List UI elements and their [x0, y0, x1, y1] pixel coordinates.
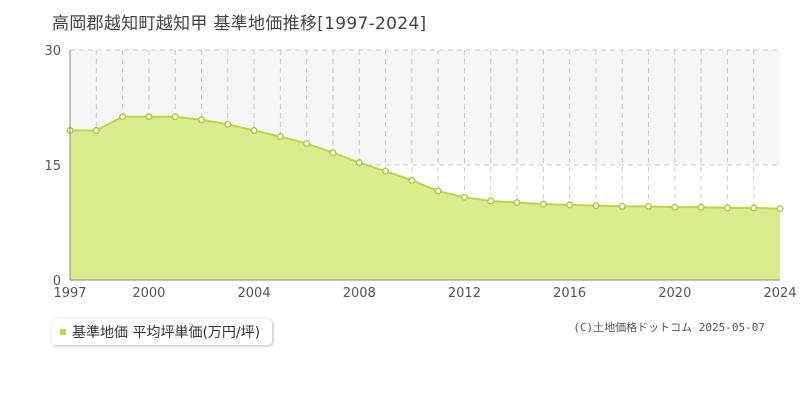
series-area	[70, 116, 780, 280]
x-tick-label: 2020	[658, 286, 691, 301]
y-tick-label: 0	[53, 274, 61, 289]
data-point	[171, 113, 179, 121]
x-tick-label: 1997	[53, 286, 86, 301]
x-tick-labels: 1997 2000 2004 2008 2012 2016 2020 2024	[53, 286, 796, 301]
y-tick-label: 30	[44, 44, 61, 59]
data-point	[303, 140, 311, 148]
data-point	[197, 116, 205, 124]
data-point	[487, 197, 495, 205]
data-point	[750, 204, 758, 212]
x-tick-label: 2024	[763, 286, 796, 301]
x-tick-label: 2012	[448, 286, 481, 301]
data-point	[513, 199, 521, 207]
x-tick-label: 2008	[343, 286, 376, 301]
copyright-credit: (C)土地価格ドットコム 2025-05-07	[573, 321, 765, 334]
x-tick-label: 2016	[553, 286, 586, 301]
data-point	[460, 193, 468, 201]
data-point	[276, 133, 284, 141]
chart-legend: 基準地価 平均坪単価(万円/坪)	[52, 319, 273, 345]
data-point	[355, 159, 363, 167]
data-point	[697, 203, 705, 211]
x-tick-label: 2000	[132, 286, 165, 301]
data-point	[250, 126, 258, 134]
data-point	[776, 205, 784, 213]
legend-label: 基準地価 平均坪単価(万円/坪)	[72, 325, 261, 341]
legend-marker	[60, 329, 66, 335]
data-point	[671, 203, 679, 211]
chart-series	[66, 113, 784, 280]
data-point	[408, 176, 416, 184]
data-point	[723, 204, 731, 212]
x-tick-label: 2004	[238, 286, 271, 301]
data-point	[382, 167, 390, 175]
data-point	[592, 202, 600, 210]
chart-title: 高岡郡越知町越知甲 基準地価推移[1997-2024]	[52, 14, 427, 34]
y-tick-labels: 0 15 30	[44, 44, 61, 289]
data-point	[329, 149, 337, 157]
series-line	[70, 115, 781, 210]
data-point	[645, 202, 653, 210]
data-point	[618, 202, 626, 210]
data-point	[92, 126, 100, 134]
data-point	[434, 187, 442, 195]
y-tick-label: 15	[44, 159, 61, 174]
data-point	[145, 113, 153, 121]
data-point	[224, 120, 232, 128]
data-point	[119, 113, 127, 121]
data-point	[539, 200, 547, 208]
chart-axes	[69, 50, 780, 281]
data-point	[566, 201, 574, 209]
